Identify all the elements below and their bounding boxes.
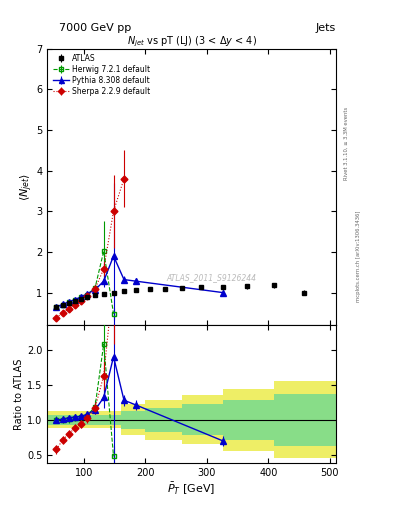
Y-axis label: $\langle N_{jet}\rangle$: $\langle N_{jet}\rangle$: [18, 173, 35, 201]
Y-axis label: Ratio to ATLAS: Ratio to ATLAS: [14, 358, 24, 430]
X-axis label: $\bar{P}_T$ [GeV]: $\bar{P}_T$ [GeV]: [167, 481, 216, 497]
Text: Jets: Jets: [316, 23, 336, 33]
Text: mcplots.cern.ch [arXiv:1306.3436]: mcplots.cern.ch [arXiv:1306.3436]: [356, 210, 361, 302]
Text: Rivet 3.1.10, ≥ 3.3M events: Rivet 3.1.10, ≥ 3.3M events: [344, 106, 349, 180]
Legend: ATLAS, Herwig 7.2.1 default, Pythia 8.308 default, Sherpa 2.2.9 default: ATLAS, Herwig 7.2.1 default, Pythia 8.30…: [51, 52, 152, 97]
Text: ATLAS_2011_S9126244: ATLAS_2011_S9126244: [167, 273, 257, 283]
Text: 7000 GeV pp: 7000 GeV pp: [59, 23, 131, 33]
Title: $N_{jet}$ vs pT (LJ) (3 < $\Delta y$ < 4): $N_{jet}$ vs pT (LJ) (3 < $\Delta y$ < 4…: [127, 34, 257, 49]
